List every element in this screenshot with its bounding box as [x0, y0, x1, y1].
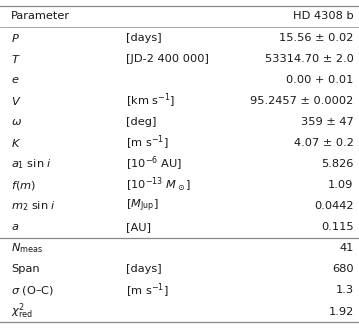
Text: 680: 680 — [332, 264, 354, 275]
Text: [days]: [days] — [126, 264, 161, 275]
Text: 1.09: 1.09 — [328, 180, 354, 190]
Text: 359 ± 47: 359 ± 47 — [301, 117, 354, 127]
Text: [$M_\mathrm{Jup}$]: [$M_\mathrm{Jup}$] — [126, 198, 158, 215]
Text: 41: 41 — [339, 243, 354, 253]
Text: $a_1$ sin $i$: $a_1$ sin $i$ — [11, 157, 52, 171]
Text: $a$: $a$ — [11, 222, 19, 232]
Text: [days]: [days] — [126, 32, 161, 43]
Text: [10$^{-6}$ AU]: [10$^{-6}$ AU] — [126, 155, 182, 173]
Text: $\chi^2_\mathrm{red}$: $\chi^2_\mathrm{red}$ — [11, 302, 33, 321]
Text: HD 4308 b: HD 4308 b — [293, 11, 354, 21]
Text: [m s$^{-1}$]: [m s$^{-1}$] — [126, 281, 168, 300]
Text: 4.07 ± 0.2: 4.07 ± 0.2 — [294, 138, 354, 148]
Text: 15.56 ± 0.02: 15.56 ± 0.02 — [279, 32, 354, 43]
Text: $V$: $V$ — [11, 95, 21, 107]
Text: $e$: $e$ — [11, 75, 19, 85]
Text: $\omega$: $\omega$ — [11, 117, 22, 127]
Text: $f(m)$: $f(m)$ — [11, 178, 36, 192]
Text: 0.115: 0.115 — [321, 222, 354, 232]
Text: Span: Span — [11, 264, 39, 275]
Text: [m s$^{-1}$]: [m s$^{-1}$] — [126, 134, 168, 152]
Text: 0.0442: 0.0442 — [314, 201, 354, 211]
Text: [AU]: [AU] — [126, 222, 151, 232]
Text: 95.2457 ± 0.0002: 95.2457 ± 0.0002 — [250, 96, 354, 106]
Text: 1.3: 1.3 — [336, 285, 354, 296]
Text: $T$: $T$ — [11, 52, 20, 65]
Text: $K$: $K$ — [11, 137, 21, 149]
Text: 5.826: 5.826 — [321, 159, 354, 169]
Text: $N_\mathrm{meas}$: $N_\mathrm{meas}$ — [11, 241, 43, 255]
Text: [km s$^{-1}$]: [km s$^{-1}$] — [126, 92, 175, 110]
Text: 53314.70 ± 2.0: 53314.70 ± 2.0 — [265, 53, 354, 64]
Text: [JD-2 400 000]: [JD-2 400 000] — [126, 53, 209, 64]
Text: 1.92: 1.92 — [328, 307, 354, 317]
Text: $m_2$ sin $i$: $m_2$ sin $i$ — [11, 199, 56, 213]
Text: $P$: $P$ — [11, 31, 20, 44]
Text: [deg]: [deg] — [126, 117, 156, 127]
Text: [10$^{-13}$ $M_\odot$]: [10$^{-13}$ $M_\odot$] — [126, 176, 191, 194]
Text: Parameter: Parameter — [11, 11, 70, 21]
Text: $\sigma$ (O–C): $\sigma$ (O–C) — [11, 284, 54, 297]
Text: 0.00 + 0.01: 0.00 + 0.01 — [286, 75, 354, 85]
